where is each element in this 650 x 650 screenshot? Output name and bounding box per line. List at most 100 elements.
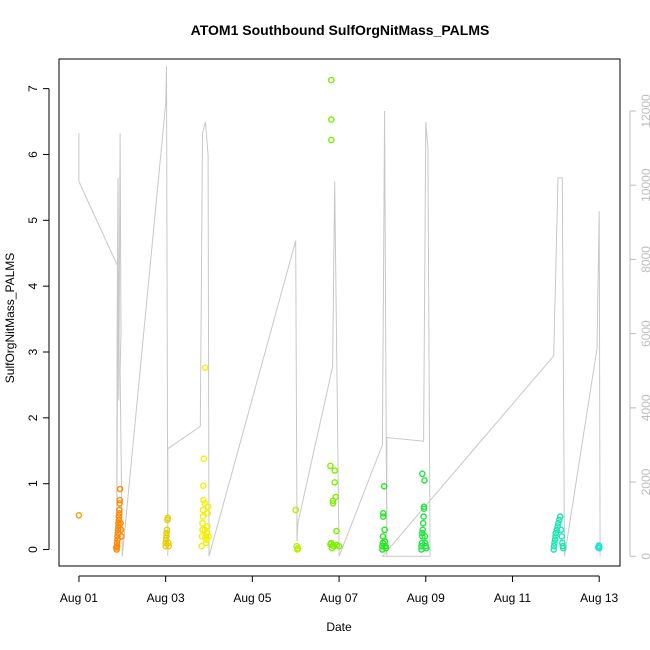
data-point — [331, 467, 339, 474]
x-axis-label: Date — [326, 620, 352, 634]
data-point — [202, 539, 210, 547]
data-point — [115, 519, 122, 527]
x-tick-label: Aug 13 — [580, 591, 618, 605]
y-tick-label: 0 — [26, 546, 40, 553]
data-point — [552, 529, 560, 537]
data-point — [116, 506, 123, 514]
y-axis-label: SulfOrgNitMass_PALMS — [3, 253, 17, 383]
data-point — [199, 519, 206, 527]
data-point — [331, 479, 339, 486]
y-tick-label: 5 — [26, 217, 40, 224]
data-point — [550, 542, 558, 550]
data-point — [294, 544, 302, 552]
data-point — [115, 516, 123, 524]
y-axis-left: 0 1 2 3 4 5 6 7 — [26, 85, 50, 553]
data-point — [333, 527, 340, 535]
right-tick-label: 8000 — [639, 246, 650, 273]
data-point — [116, 485, 124, 493]
data-point — [164, 539, 172, 547]
data-point — [553, 526, 561, 534]
data-point — [204, 503, 212, 511]
data-point — [558, 533, 566, 540]
data-point — [116, 500, 123, 507]
data-point — [329, 497, 337, 505]
data-point — [116, 509, 123, 517]
y-tick-label: 3 — [26, 348, 40, 355]
data-point — [114, 536, 121, 544]
data-point — [419, 519, 427, 527]
data-point — [556, 516, 563, 524]
x-tick-label: Aug 03 — [147, 591, 185, 605]
data-point — [198, 542, 205, 550]
data-point — [559, 544, 567, 552]
plot-frame — [58, 58, 621, 567]
data-point — [200, 496, 207, 504]
data-point — [112, 544, 120, 551]
right-tick-label: 12000 — [639, 94, 650, 128]
data-point — [201, 500, 208, 507]
data-point — [420, 503, 428, 511]
data-point — [550, 546, 558, 553]
data-point — [203, 523, 211, 530]
x-tick-label: Aug 11 — [494, 591, 531, 605]
data-point — [381, 526, 388, 534]
data-point — [117, 526, 125, 534]
right-tick-label: 6000 — [639, 320, 650, 347]
right-tick-label: 0 — [639, 553, 650, 560]
data-point — [292, 506, 300, 514]
data-point — [163, 529, 170, 537]
data-point — [555, 519, 562, 527]
x-tick-label: Aug 07 — [320, 591, 358, 605]
data-point — [204, 509, 211, 517]
data-point — [199, 513, 207, 520]
data-point — [199, 506, 207, 514]
data-point — [116, 496, 123, 504]
data-point — [418, 539, 426, 547]
data-point — [329, 500, 337, 507]
y-axis-right: 0 2000 4000 6000 8000 10000 12000 — [629, 94, 650, 560]
data-point — [198, 533, 206, 540]
y-tick-label: 6 — [26, 151, 40, 158]
data-point — [595, 542, 603, 550]
data-point — [114, 526, 122, 534]
x-tick-label: Aug 01 — [60, 591, 98, 605]
data-point — [379, 513, 387, 520]
data-point — [421, 477, 428, 484]
data-point — [421, 533, 429, 540]
right-tick-label: 10000 — [639, 168, 650, 202]
data-point — [380, 482, 388, 490]
altitude-line-layer — [78, 66, 601, 557]
data-point — [117, 519, 124, 527]
data-point — [199, 526, 206, 534]
x-axis: Aug 01 Aug 03 Aug 05 Aug 07 Aug 09 Aug 11 Aug … — [60, 575, 619, 605]
data-point — [327, 462, 334, 470]
data-point — [205, 533, 212, 540]
data-point — [114, 533, 121, 540]
y-tick-label: 1 — [26, 480, 40, 487]
data-point — [379, 509, 387, 517]
right-tick-label: 2000 — [639, 468, 650, 495]
right-tick-label: 4000 — [639, 394, 650, 421]
data-point — [165, 542, 172, 550]
y-tick-label: 2 — [26, 414, 40, 421]
data-point — [420, 513, 427, 520]
data-point — [418, 533, 426, 540]
x-tick-label: Aug 05 — [233, 591, 271, 605]
data-point — [327, 136, 335, 144]
data-point — [164, 514, 172, 522]
data-point — [418, 470, 426, 478]
data-point — [327, 539, 335, 547]
x-tick-label: Aug 09 — [407, 591, 445, 605]
data-point — [556, 513, 564, 520]
data-point — [200, 455, 208, 463]
data-point — [379, 533, 387, 540]
data-point — [552, 533, 559, 540]
data-point — [557, 526, 565, 534]
data-point — [203, 529, 211, 537]
data-point — [327, 76, 335, 84]
data-point — [554, 523, 561, 530]
data-point — [551, 539, 558, 547]
data-points-layer — [75, 76, 603, 553]
data-point — [422, 544, 430, 552]
